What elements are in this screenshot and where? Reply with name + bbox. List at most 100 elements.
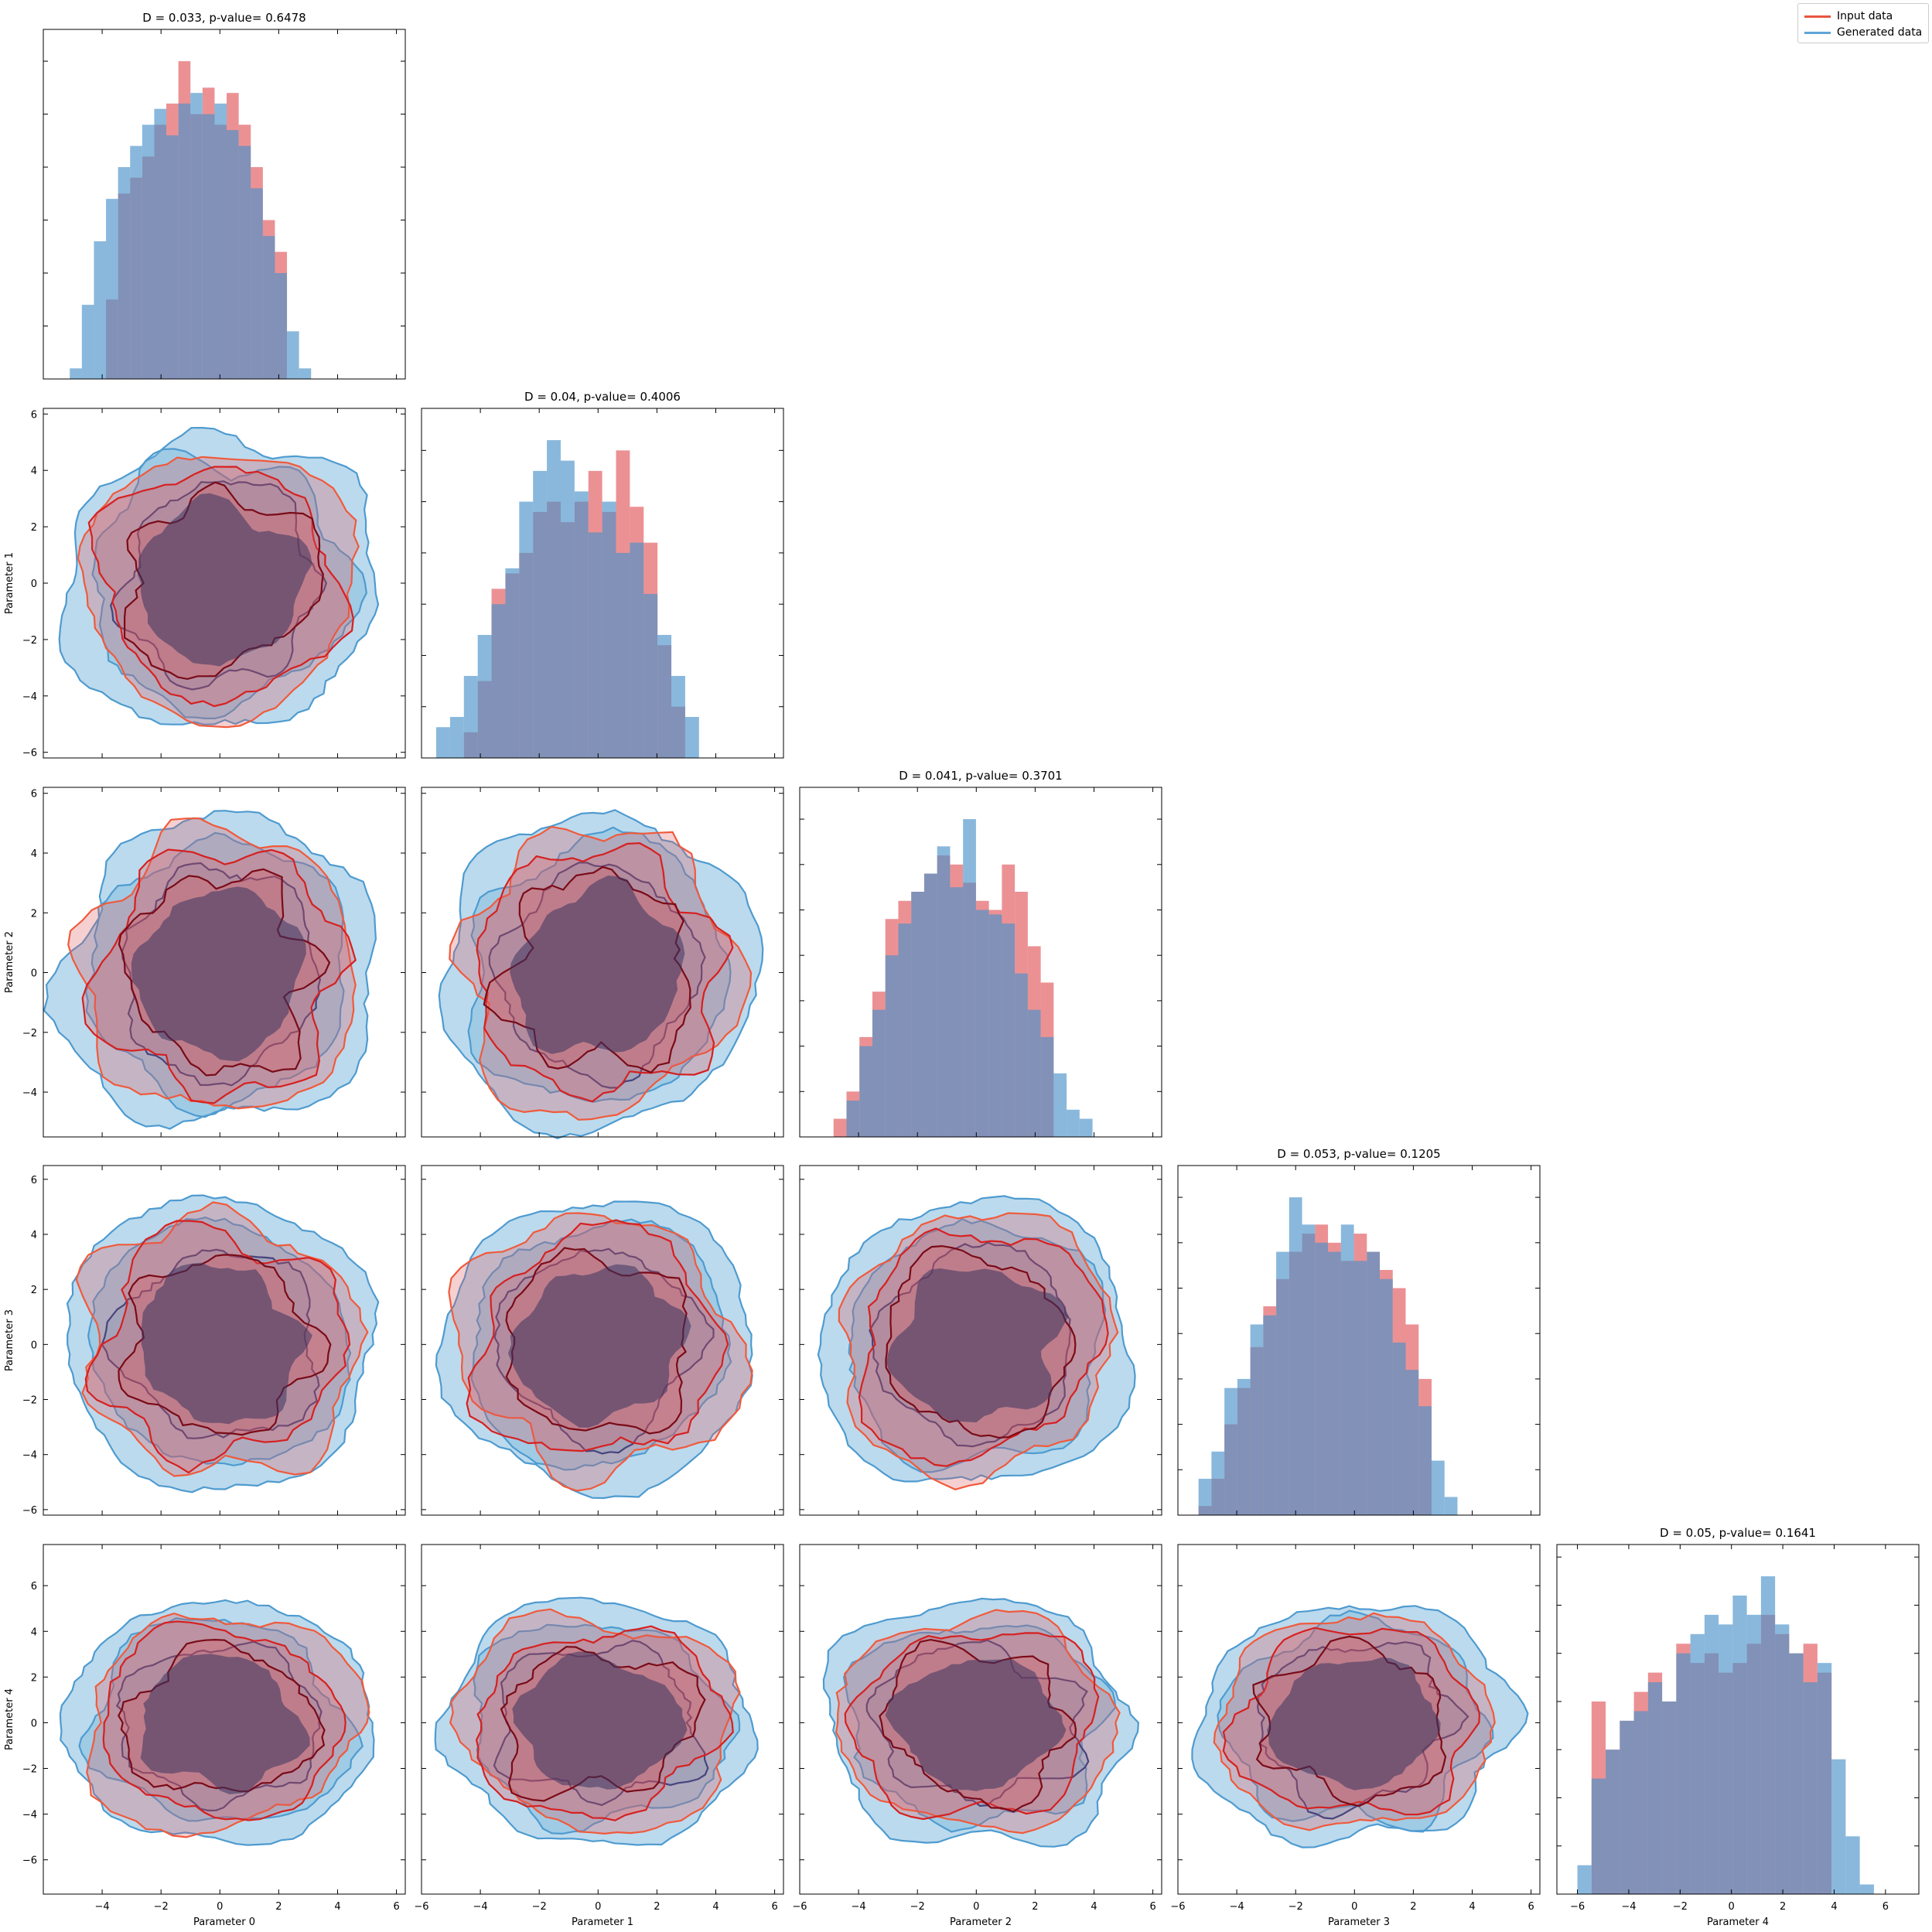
histogram-bar-generated <box>657 634 672 758</box>
histogram-bar-generated <box>1289 1197 1302 1515</box>
histogram-bar-generated <box>574 491 589 758</box>
ytick-label-1-0: 6 <box>31 409 37 421</box>
contour-panel-2-0 <box>43 810 377 1130</box>
panel-frame-0-0 <box>43 29 406 380</box>
ytick-label-4-0: 4 <box>31 1626 37 1638</box>
histogram-bar-generated <box>1302 1224 1316 1515</box>
xtick-label-4-1: −2 <box>532 1901 547 1913</box>
ticks-4-1: −6 −4 −2 0 2 4 6 <box>414 1545 783 1913</box>
xtick-label-4-1: −6 <box>414 1901 428 1913</box>
ticks-diag-1 <box>421 408 783 758</box>
xtick-label-4-0: −4 <box>95 1901 110 1913</box>
legend-item-generated: Generated data <box>1804 25 1922 40</box>
xlabel-3: Parameter 3 <box>1328 1917 1390 1928</box>
xtick-label-diag-4: 0 <box>1729 1901 1735 1913</box>
histogram-title-2: D = 0.041, p-value= 0.3701 <box>899 769 1062 783</box>
xlabel-1: Parameter 1 <box>572 1917 633 1928</box>
histogram-bar-generated <box>1328 1251 1341 1515</box>
histogram-bar-generated <box>1002 923 1015 1137</box>
histogram-bar-generated <box>1789 1653 1804 1894</box>
ylabel-4: Parameter 4 <box>4 1688 15 1750</box>
xtick-label-4-2: 6 <box>1149 1901 1155 1913</box>
density-core <box>141 1262 312 1425</box>
histogram-bar-generated <box>262 236 275 379</box>
histogram-bar-generated <box>937 846 951 1137</box>
xlabel-4: Parameter 4 <box>1707 1917 1769 1928</box>
ytick-label-4-0: −4 <box>22 1810 37 1821</box>
ytick-label-3-0: 4 <box>31 1230 37 1241</box>
histogram-bar-generated <box>1760 1576 1776 1894</box>
histogram-bar-generated <box>1053 1073 1067 1137</box>
histogram-bar-generated <box>885 955 899 1137</box>
xtick-label-4-0: 0 <box>217 1901 223 1913</box>
density-core <box>137 493 312 667</box>
ytick-label-2-0: 0 <box>31 968 37 980</box>
histogram-bar-generated <box>1340 1224 1354 1515</box>
histogram-bar-generated <box>630 542 644 758</box>
legend-item-input: Input data <box>1804 9 1893 24</box>
legend-swatch-generated <box>1804 31 1831 34</box>
xtick-label-diag-4: 2 <box>1780 1901 1786 1913</box>
histogram-bar-generated <box>1803 1682 1818 1894</box>
histogram-bar-generated <box>275 273 288 379</box>
panel-frame-4-0 <box>43 1544 406 1895</box>
histogram-bar-generated <box>1606 1749 1620 1894</box>
histogram-bar-generated <box>898 923 912 1137</box>
xtick-label-4-1: 0 <box>595 1901 601 1913</box>
ticks-diag-2 <box>799 787 1162 1137</box>
density-core <box>140 1654 310 1794</box>
ytick-label-3-0: −6 <box>22 1505 37 1517</box>
histogram-bar-generated <box>1732 1595 1747 1894</box>
xtick-label-4-2: 0 <box>973 1901 979 1913</box>
histogram-bar-generated <box>299 368 312 379</box>
histogram-bar-generated <box>1431 1460 1445 1515</box>
contour-panel-4-1 <box>434 1596 759 1846</box>
ticks-3-1 <box>421 1166 783 1515</box>
density-core <box>1267 1657 1441 1790</box>
xtick-label-4-0: 6 <box>393 1901 399 1913</box>
contour-panel-1-0 <box>58 426 380 729</box>
xtick-label-4-3: 0 <box>1351 1901 1357 1913</box>
xtick-label-4-0: −2 <box>154 1901 169 1913</box>
ticks-diag-3 <box>1177 1166 1540 1515</box>
histogram-bar-generated <box>533 470 548 758</box>
histogram-bar-generated <box>477 634 492 758</box>
histogram-bar-generated <box>1367 1251 1381 1515</box>
ticks-4-3: −6 −4 −2 0 2 4 6 <box>1170 1545 1540 1913</box>
ytick-label-1-0: 0 <box>31 579 37 590</box>
histogram-title-3: D = 0.053, p-value= 0.1205 <box>1277 1147 1440 1161</box>
histogram-bar-generated <box>1746 1614 1761 1894</box>
histogram-bar-generated <box>616 552 630 758</box>
histogram-bar-generated <box>251 188 263 379</box>
xtick-label-4-0: 2 <box>275 1901 282 1913</box>
histogram-bar-generated <box>491 604 506 758</box>
histogram-bar-generated <box>214 103 227 379</box>
ytick-label-1-0: 2 <box>31 522 37 534</box>
histogram-bar-generated <box>588 532 602 758</box>
histogram-bar-generated <box>1690 1633 1705 1894</box>
histogram-bar-generated <box>560 460 575 758</box>
ytick-label-1-0: −2 <box>22 635 37 647</box>
xtick-label-4-1: −4 <box>473 1901 488 1913</box>
histogram-panel-2 <box>833 819 1093 1137</box>
contour-panel-3-2 <box>817 1195 1136 1490</box>
histogram-title-0: D = 0.033, p-value= 0.6478 <box>142 11 306 25</box>
ytick-label-4-0: −6 <box>22 1855 37 1867</box>
histogram-bar-generated <box>547 440 561 758</box>
histogram-bar-generated <box>859 1046 872 1137</box>
density-core <box>510 876 685 1054</box>
xtick-label-4-1: 6 <box>771 1901 777 1913</box>
histogram-panel-4 <box>1577 1576 1874 1894</box>
histogram-bar-generated <box>1647 1682 1663 1894</box>
histogram-bar-generated <box>1263 1315 1277 1515</box>
histogram-bar-generated <box>1831 1759 1846 1894</box>
histogram-bar-generated <box>1620 1720 1634 1894</box>
histogram-bar-input <box>833 1118 847 1137</box>
histogram-bar-generated <box>1392 1342 1406 1515</box>
xtick-label-4-0: 4 <box>334 1901 340 1913</box>
ylabel-3: Parameter 3 <box>4 1309 15 1371</box>
histogram-bar-generated <box>1380 1278 1393 1515</box>
histogram-bar-generated <box>1633 1711 1648 1894</box>
xtick-label-4-3: −4 <box>1230 1901 1244 1913</box>
histogram-bar-generated <box>950 887 964 1137</box>
